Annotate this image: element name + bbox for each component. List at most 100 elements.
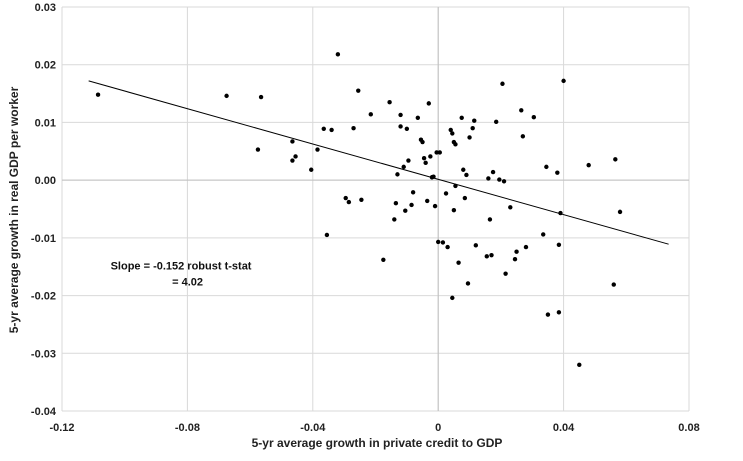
y-tick-label: -0.03: [31, 348, 56, 360]
data-point: [523, 244, 529, 250]
data-point: [520, 134, 526, 139]
data-point: [490, 169, 496, 175]
data-point: [472, 118, 477, 123]
data-point: [503, 271, 508, 276]
data-point: [309, 167, 314, 172]
data-point: [456, 260, 461, 265]
data-point: [290, 139, 295, 144]
data-point: [611, 282, 616, 287]
data-point: [224, 93, 229, 99]
data-point: [577, 362, 582, 368]
data-point: [561, 78, 566, 84]
data-point: [346, 199, 352, 205]
data-point: [500, 81, 505, 86]
x-tick-label: 0: [435, 422, 441, 434]
data-point: [428, 154, 433, 159]
data-point: [392, 217, 397, 222]
y-tick-label: 0.00: [35, 175, 56, 187]
data-point: [425, 198, 430, 204]
data-point: [359, 197, 364, 202]
data-point: [356, 88, 361, 93]
data-point: [450, 131, 455, 136]
x-tick-label: -0.12: [49, 422, 74, 434]
data-point: [432, 203, 438, 209]
data-point: [420, 139, 425, 145]
data-point: [586, 162, 591, 168]
data-point: [465, 281, 471, 286]
y-tick-label: 0.03: [35, 2, 56, 14]
data-point: [459, 115, 464, 121]
data-point: [450, 295, 455, 301]
trendline-layer: [88, 80, 669, 245]
data-point: [258, 94, 264, 100]
data-point: [387, 100, 392, 105]
data-point: [617, 209, 623, 215]
data-point: [423, 160, 428, 166]
data-point: [487, 217, 493, 222]
data-point: [544, 164, 549, 170]
x-axis-title: 5-yr average growth in private credit to…: [252, 436, 503, 450]
data-point: [255, 147, 261, 152]
data-point: [451, 207, 457, 213]
x-tick-label: -0.04: [300, 422, 326, 434]
data-point: [410, 190, 416, 195]
axis-layer: [62, 7, 689, 411]
data-point: [613, 157, 618, 162]
data-point: [555, 170, 560, 175]
tick-label-layer: -0.04 -0.03 -0.02 -0.01 0.00 0.01 0.02 0.03 -0.1…: [31, 2, 700, 434]
data-point: [501, 179, 507, 184]
data-point: [531, 115, 537, 120]
data-point: [403, 208, 408, 213]
x-tick-label: 0.08: [678, 422, 699, 434]
data-point: [508, 205, 513, 210]
data-point: [489, 252, 494, 258]
data-point: [95, 92, 101, 97]
y-tick-label: -0.04: [31, 406, 57, 418]
data-point: [415, 115, 421, 121]
data-point: [290, 158, 295, 163]
data-point: [464, 172, 469, 178]
data-point: [453, 142, 458, 147]
y-tick-label: 0.02: [35, 60, 56, 72]
data-point: [398, 112, 403, 118]
data-point: [351, 126, 356, 131]
slope-annotation-line-1: Slope = -0.152 robust t-stat: [111, 261, 252, 273]
data-point: [404, 126, 410, 131]
data-point: [293, 154, 298, 159]
data-point: [443, 191, 449, 196]
data-point: [453, 183, 458, 189]
data-point: [421, 156, 427, 161]
data-point: [497, 177, 502, 182]
data-point: [448, 127, 453, 133]
data-point: [462, 195, 468, 201]
data-point: [395, 172, 400, 177]
data-point: [467, 135, 472, 140]
data-point: [434, 150, 439, 155]
data-point: [409, 202, 414, 208]
data-point: [512, 257, 518, 262]
y-tick-label: 0.01: [35, 117, 56, 129]
slope-annotation-line-2: = 4.02: [172, 277, 203, 289]
trendline: [88, 80, 669, 245]
data-point: [493, 119, 499, 125]
data-point: [368, 112, 373, 117]
y-tick-label: -0.02: [31, 291, 56, 303]
data-point: [426, 101, 431, 106]
point-layer: [95, 52, 623, 368]
data-point: [461, 167, 466, 172]
data-point: [401, 164, 406, 170]
data-point: [436, 239, 441, 245]
data-point: [431, 174, 436, 179]
data-point: [398, 124, 403, 129]
data-point: [381, 257, 386, 262]
data-point: [335, 52, 341, 57]
y-tick-label: -0.01: [31, 233, 56, 245]
data-point: [315, 147, 320, 152]
data-point: [324, 232, 330, 238]
data-point: [445, 244, 450, 250]
data-point: [470, 126, 475, 131]
data-point: [343, 195, 348, 201]
